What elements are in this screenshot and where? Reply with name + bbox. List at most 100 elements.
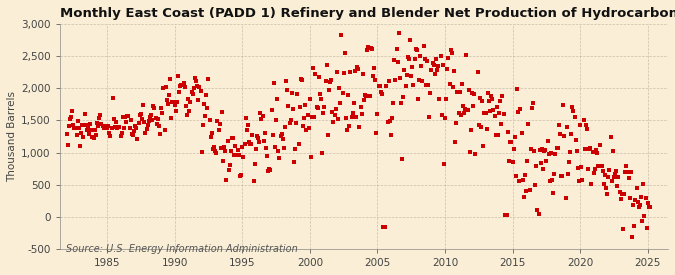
Point	[327, 109, 338, 114]
Text: Monthly East Coast (PADD 1) Refinery and Blender Net Production of Hydrocarbon G: Monthly East Coast (PADD 1) Refinery and…	[60, 7, 675, 20]
Point	[585, 145, 596, 150]
Point	[576, 165, 587, 170]
Point	[215, 146, 226, 151]
Point	[552, 146, 563, 150]
Point	[208, 147, 219, 151]
Point	[204, 118, 215, 122]
Point	[408, 83, 419, 87]
Point	[589, 167, 600, 172]
Point	[320, 79, 331, 83]
Point	[516, 131, 527, 136]
Point	[385, 119, 396, 123]
Point	[508, 147, 519, 151]
Point	[489, 114, 500, 118]
Point	[479, 111, 490, 116]
Point	[230, 144, 241, 148]
Point	[599, 182, 610, 186]
Point	[190, 76, 200, 80]
Point	[122, 114, 133, 118]
Point	[639, 213, 650, 218]
Point	[385, 133, 396, 137]
Point	[537, 147, 547, 151]
Point	[559, 134, 570, 138]
Point	[228, 136, 239, 140]
Point	[319, 105, 330, 110]
Point	[367, 47, 377, 51]
Point	[579, 147, 590, 152]
Point	[543, 152, 554, 156]
Point	[507, 160, 518, 164]
Point	[184, 109, 194, 113]
Point	[394, 31, 404, 35]
Point	[643, 204, 654, 209]
Point	[302, 113, 313, 117]
Point	[254, 140, 265, 144]
Point	[255, 111, 266, 115]
Point	[299, 116, 310, 120]
Point	[551, 145, 562, 150]
Point	[321, 62, 332, 67]
Point	[444, 82, 455, 87]
Point	[180, 84, 190, 89]
Point	[92, 121, 103, 125]
Point	[318, 111, 329, 116]
Point	[88, 136, 99, 141]
Point	[472, 70, 483, 75]
Point	[402, 54, 413, 59]
Point	[565, 149, 576, 154]
Point	[510, 174, 521, 178]
Point	[597, 169, 608, 173]
Point	[234, 153, 244, 157]
Point	[418, 44, 429, 48]
Point	[425, 91, 436, 95]
Point	[520, 173, 531, 177]
Point	[487, 97, 497, 101]
Point	[473, 123, 484, 127]
Point	[126, 117, 136, 122]
Point	[409, 57, 420, 61]
Point	[128, 133, 138, 137]
Point	[423, 82, 433, 87]
Point	[562, 172, 573, 177]
Point	[246, 141, 256, 146]
Point	[252, 135, 263, 140]
Point	[383, 79, 394, 83]
Point	[532, 208, 543, 213]
Point	[96, 122, 107, 127]
Point	[271, 118, 281, 123]
Point	[525, 147, 536, 152]
Point	[483, 98, 494, 103]
Point	[564, 160, 574, 164]
Point	[365, 46, 376, 50]
Point	[483, 91, 493, 95]
Point	[183, 96, 194, 101]
Point	[558, 102, 569, 107]
Point	[79, 112, 90, 117]
Point	[306, 115, 317, 119]
Point	[171, 100, 182, 104]
Point	[621, 163, 632, 168]
Point	[574, 179, 585, 183]
Point	[242, 128, 252, 133]
Point	[456, 113, 466, 118]
Point	[106, 125, 117, 130]
Point	[323, 133, 333, 138]
Point	[337, 91, 348, 95]
Point	[257, 114, 268, 118]
Point	[72, 133, 82, 137]
Point	[634, 202, 645, 207]
Point	[331, 70, 342, 75]
Point	[209, 145, 219, 150]
Point	[608, 149, 618, 153]
Point	[310, 72, 321, 76]
Point	[338, 71, 349, 75]
Point	[109, 125, 120, 129]
Point	[512, 87, 522, 92]
Point	[113, 124, 124, 129]
Point	[76, 131, 86, 135]
Point	[232, 148, 243, 152]
Point	[580, 123, 591, 128]
Point	[300, 103, 310, 108]
Point	[158, 86, 169, 90]
Point	[345, 70, 356, 74]
